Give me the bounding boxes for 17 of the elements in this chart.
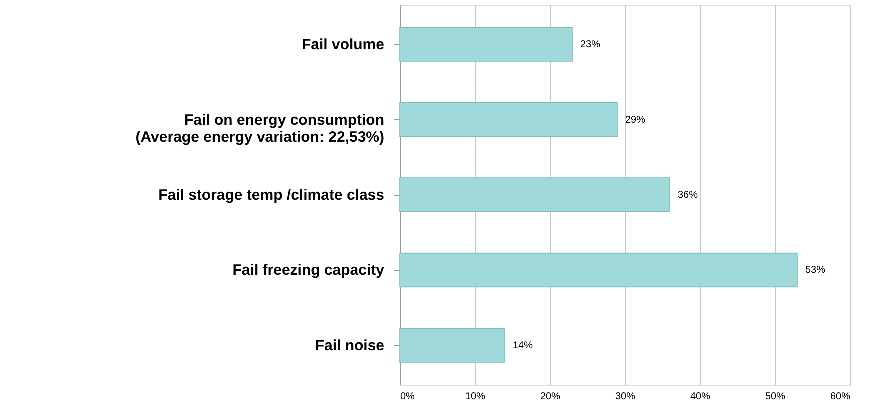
x-tick-label: 0%	[400, 392, 416, 402]
x-tick-label: 20%	[540, 392, 561, 402]
x-tick-label: 40%	[690, 392, 711, 402]
y-tick-label: Fail on energy consumption (Average energy variation: 22,53%)	[136, 112, 384, 146]
x-tick-label: 60%	[830, 392, 851, 402]
data-label: 29%	[626, 114, 646, 126]
data-label: 36%	[678, 190, 698, 201]
data-label: 53%	[806, 265, 826, 276]
x-tick-label: 30%	[615, 392, 636, 402]
x-tick-label: 50%	[765, 392, 786, 402]
y-tick-label: Fail noise	[315, 337, 384, 354]
y-tick-label: Fail storage temp /climate class	[158, 187, 384, 204]
y-tick-label: Fail volume	[302, 36, 384, 54]
data-label: 23%	[580, 40, 601, 51]
data-label: 14%	[513, 340, 534, 352]
x-tick-label: 10%	[465, 392, 486, 402]
y-tick-label: Fail freezing capacity	[232, 262, 386, 280]
